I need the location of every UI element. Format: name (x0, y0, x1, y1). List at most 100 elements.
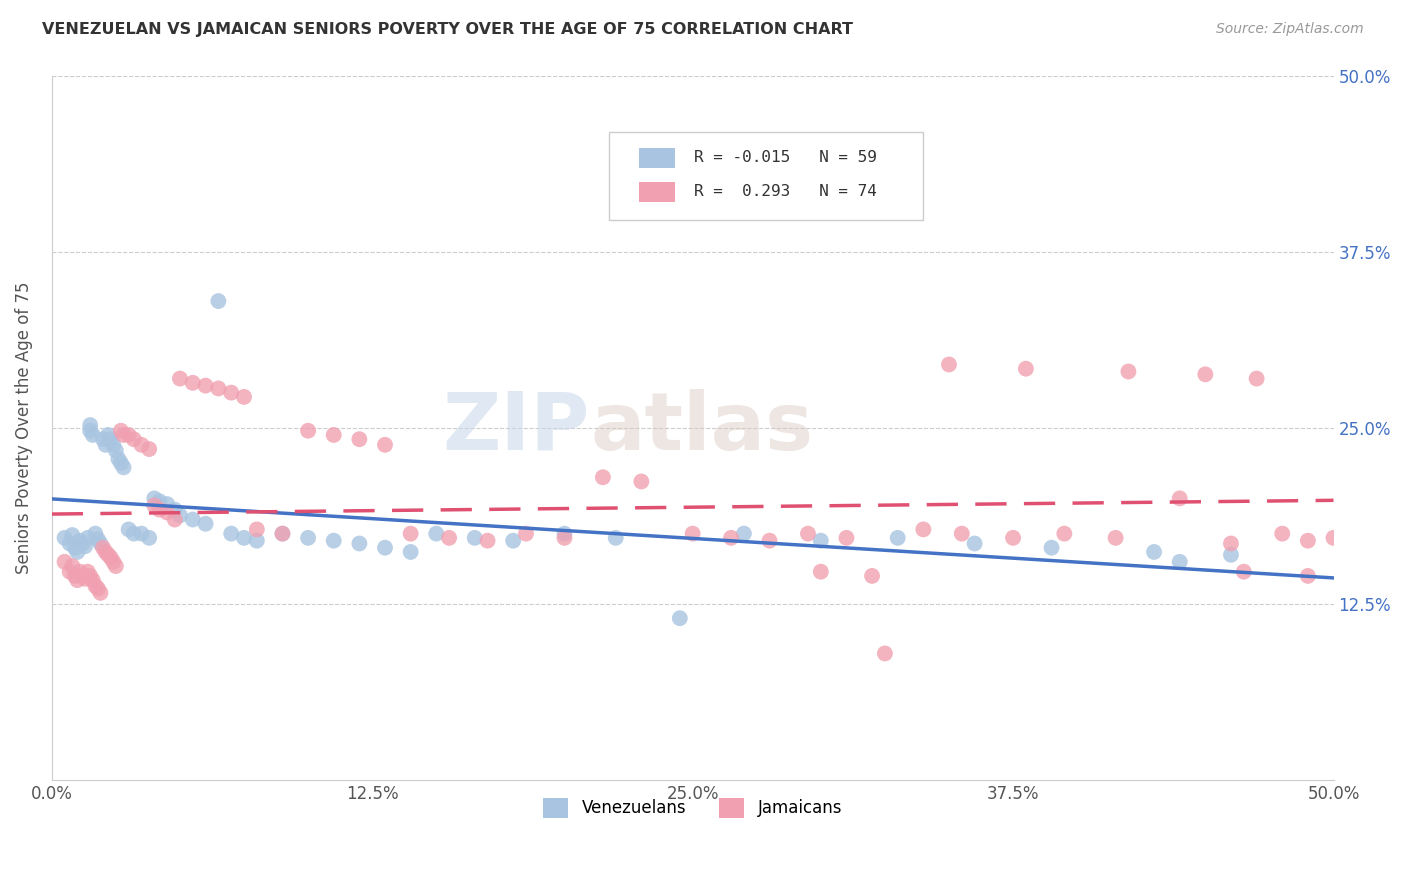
Bar (638, 182, 675, 202)
Point (66, 573, 89, 587)
Point (112, 460, 135, 475)
Text: R = -0.015   N = 59: R = -0.015 N = 59 (695, 151, 877, 166)
Point (143, 491, 166, 506)
Point (194, 516, 217, 531)
Point (66, 545, 89, 559)
Point (82, 428, 104, 442)
Point (97, 428, 120, 442)
Point (84, 526, 107, 541)
Point (886, 531, 908, 545)
Point (464, 531, 486, 545)
Point (1296, 569, 1319, 583)
Point (797, 526, 820, 541)
Point (1296, 533, 1319, 548)
Point (271, 526, 294, 541)
Point (938, 358, 960, 372)
Point (1053, 526, 1076, 541)
Point (76, 531, 98, 545)
Point (91, 541, 114, 555)
Text: VENEZUELAN VS JAMAICAN SENIORS POVERTY OVER THE AGE OF 75 CORRELATION CHART: VENEZUELAN VS JAMAICAN SENIORS POVERTY O… (42, 22, 853, 37)
Point (963, 536, 986, 550)
Point (89, 586, 111, 600)
Point (112, 428, 135, 442)
Point (207, 293, 229, 308)
Point (87, 582, 110, 596)
Point (104, 559, 127, 574)
Point (873, 647, 896, 661)
Point (63, 541, 86, 555)
Point (1233, 565, 1256, 579)
Point (163, 512, 186, 526)
Point (169, 371, 191, 385)
Point (59, 536, 82, 550)
Point (950, 526, 973, 541)
Point (53, 531, 76, 545)
Point (60, 528, 83, 542)
Point (156, 506, 179, 520)
Point (181, 376, 204, 390)
Point (1143, 545, 1166, 559)
Point (87, 533, 110, 547)
Point (592, 470, 614, 484)
Point (107, 451, 129, 466)
Point (1118, 365, 1140, 379)
Point (246, 522, 269, 536)
Point (733, 526, 755, 541)
Text: R =  0.293   N = 74: R = 0.293 N = 74 (695, 185, 877, 199)
Point (143, 499, 166, 513)
Point (76, 565, 98, 579)
Point (79, 569, 101, 583)
Point (669, 611, 692, 625)
Point (437, 531, 460, 545)
Point (1194, 368, 1216, 382)
Point (1220, 548, 1243, 562)
Point (72, 569, 94, 583)
Point (297, 531, 319, 545)
Text: atlas: atlas (591, 389, 813, 467)
Point (181, 512, 204, 526)
Point (69, 533, 91, 548)
Text: Source: ZipAtlas.com: Source: ZipAtlas.com (1216, 22, 1364, 37)
Point (138, 442, 160, 456)
Point (97, 548, 120, 562)
Point (758, 533, 780, 548)
Point (1040, 541, 1063, 555)
Point (349, 536, 371, 550)
Point (1220, 536, 1243, 550)
Point (122, 432, 145, 446)
Point (1104, 531, 1126, 545)
Point (1168, 555, 1191, 569)
Point (271, 526, 294, 541)
Point (100, 432, 122, 446)
Point (69, 565, 91, 579)
Point (1246, 371, 1268, 385)
Point (194, 378, 217, 392)
Point (912, 522, 935, 536)
FancyBboxPatch shape (609, 132, 924, 220)
Point (374, 438, 396, 452)
Point (75, 539, 97, 553)
Point (94, 545, 117, 559)
Point (63, 569, 86, 583)
Point (148, 502, 170, 516)
Point (118, 428, 141, 442)
Point (53, 555, 76, 569)
Point (553, 526, 575, 541)
Point (60, 559, 83, 574)
Point (89, 536, 111, 550)
Point (100, 550, 122, 565)
Point (322, 533, 344, 548)
Point (163, 502, 186, 516)
Point (1002, 531, 1025, 545)
Text: ZIP: ZIP (443, 389, 591, 467)
Point (502, 533, 524, 548)
Point (122, 526, 145, 541)
Point (156, 497, 179, 511)
Point (399, 545, 422, 559)
Point (322, 428, 344, 442)
Point (515, 526, 537, 541)
Point (59, 565, 82, 579)
Point (110, 424, 132, 438)
Point (1271, 526, 1294, 541)
Point (605, 531, 627, 545)
